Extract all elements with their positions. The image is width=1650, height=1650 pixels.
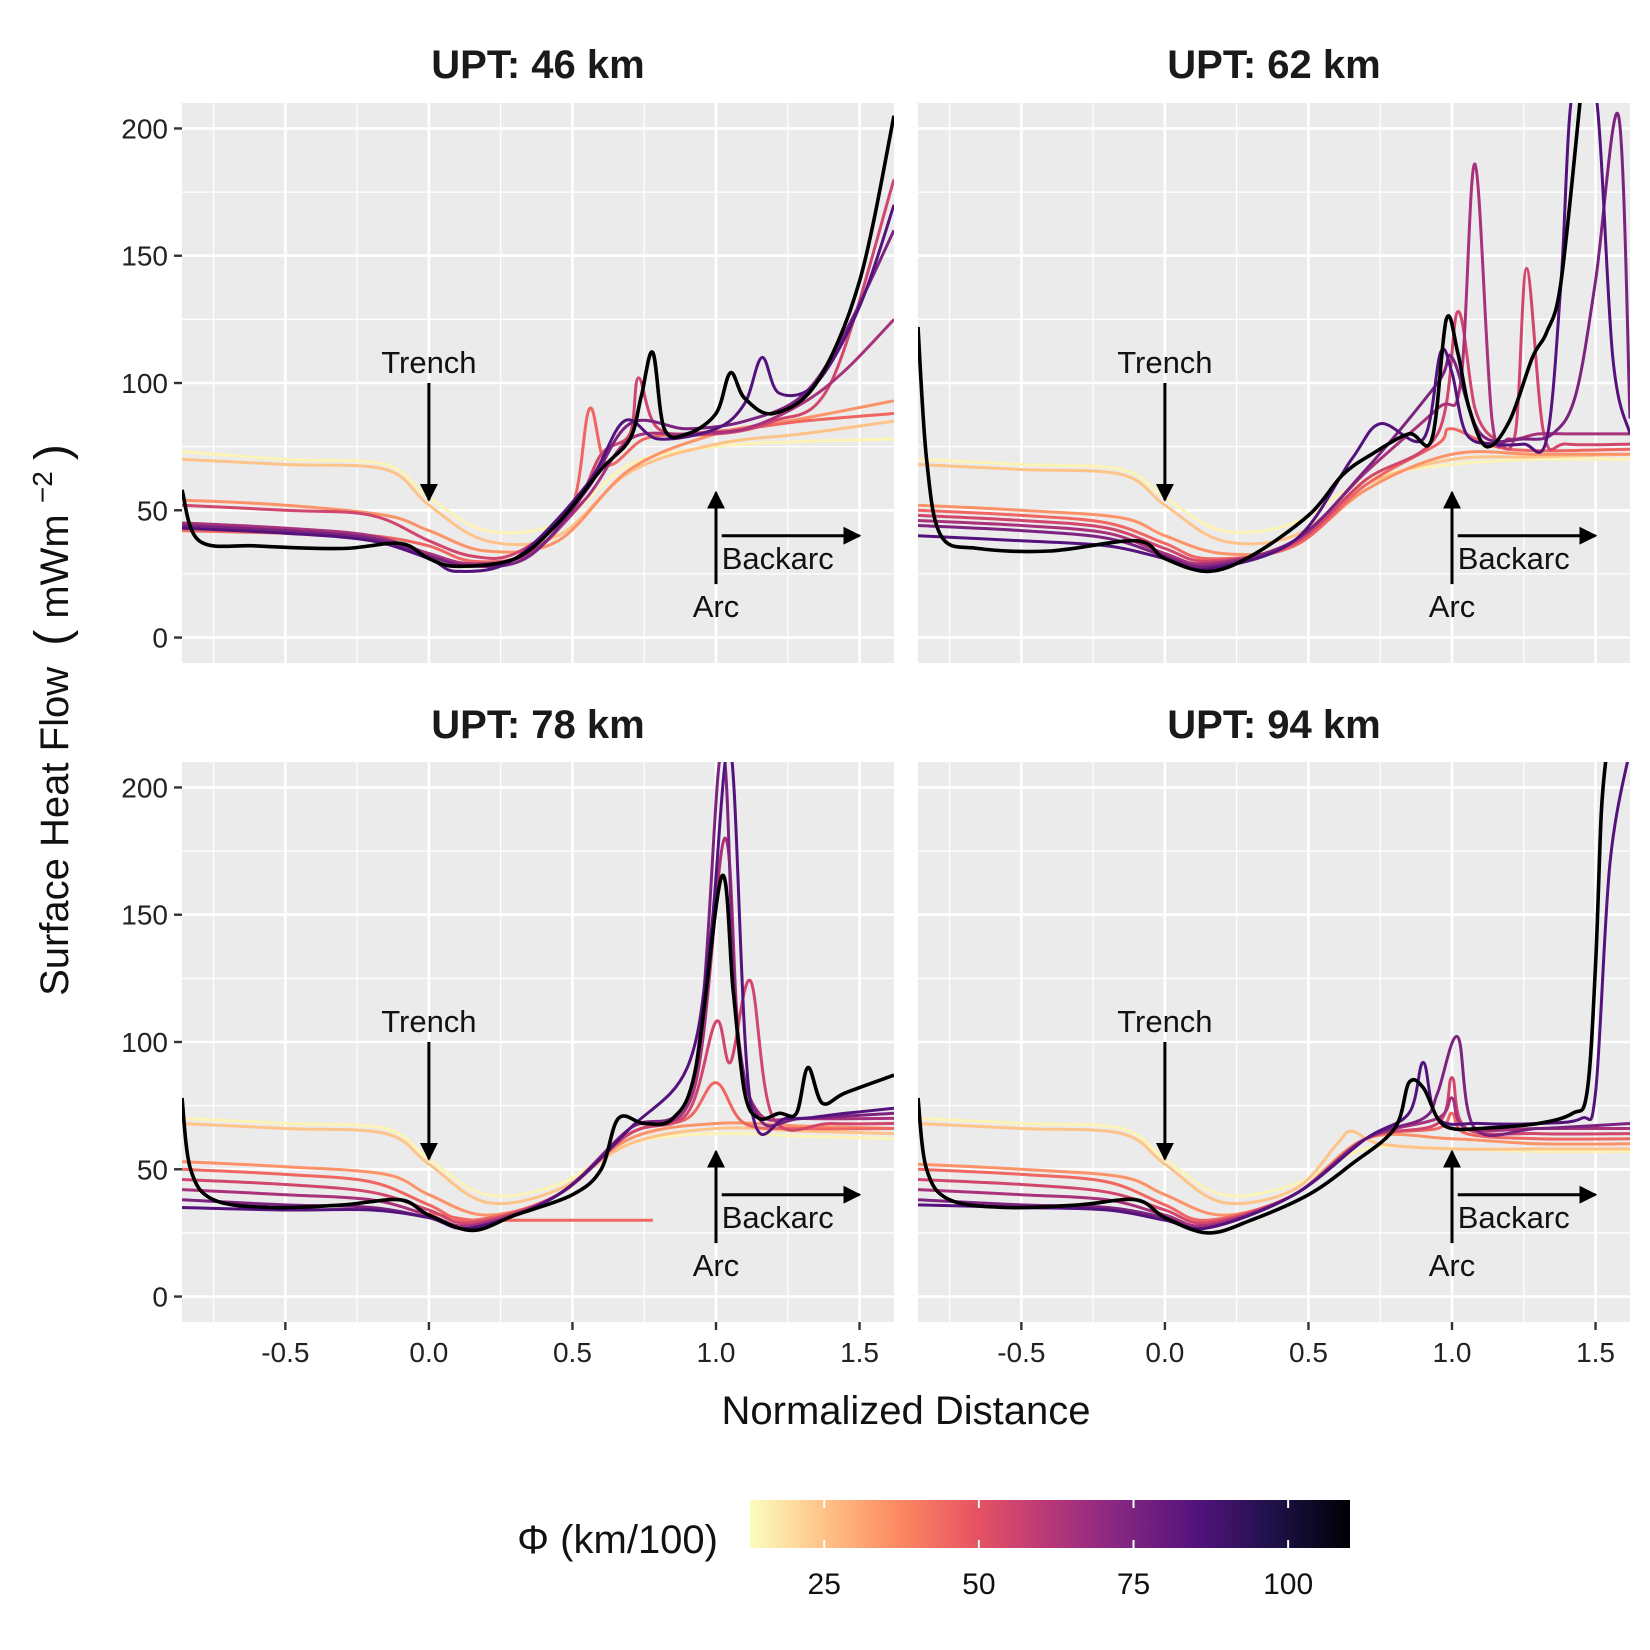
annotations: Trench Arc Backarc: [381, 345, 862, 624]
annotations: Trench Arc Backarc: [381, 1004, 862, 1283]
x-axis-title: Normalized Distance: [721, 1389, 1090, 1433]
y-tick-label: 0: [152, 623, 168, 654]
y-tick-label: 100: [121, 368, 168, 399]
x-tick-label: -0.5: [261, 1337, 309, 1368]
trench-label: Trench: [381, 1004, 476, 1039]
trench-label: Trench: [1117, 345, 1212, 380]
panel-upt-94: UPT: 94 km Trench Arc Backarc -0.5 0.0 0.5…: [918, 703, 1630, 1368]
series-line-phi-110: [918, 762, 1608, 1235]
y-tick-label: 100: [121, 1027, 168, 1058]
series-line-phi-45: [918, 427, 1630, 561]
y-axis-ticks: 0 50 100 150 200: [121, 772, 182, 1313]
x-tick-label: 1.0: [1433, 1337, 1472, 1368]
series-line-phi-55: [182, 979, 894, 1225]
series-lines: [182, 115, 894, 573]
annotations: Trench Arc Backarc: [1117, 1004, 1598, 1283]
series-line-phi-110: [182, 115, 894, 569]
y-tick-label: 50: [137, 495, 168, 526]
series-lines: [918, 762, 1630, 1235]
x-tick-label: 0.0: [409, 1337, 448, 1368]
y-axis-title-unit-exponent: −2: [27, 471, 58, 503]
x-axis-ticks: -0.5 0.0 0.5 1.0 1.5: [997, 1322, 1615, 1368]
x-tick-label: 0.5: [1289, 1337, 1328, 1368]
series-line-phi-65: [182, 318, 894, 566]
y-tick-label: 200: [121, 113, 168, 144]
series-line-phi-15: [182, 437, 894, 535]
arc-label: Arc: [693, 589, 740, 624]
colorbar-tick-label: 100: [1263, 1568, 1313, 1601]
colorbar-tick-label: 50: [962, 1568, 995, 1601]
y-axis-title-text: Surface Heat Flow: [33, 667, 77, 996]
series-line-phi-25: [182, 419, 894, 547]
y-axis-title: Surface Heat Flow ( mWm −2 ): [17, 444, 79, 996]
colorbar-ticks: 25 50 75 100: [808, 1500, 1313, 1601]
x-tick-label: 1.0: [697, 1337, 736, 1368]
colorbar-tick-label: 75: [1117, 1568, 1150, 1601]
y-axis-title-close-paren: ): [26, 444, 79, 460]
arc-label: Arc: [1429, 589, 1476, 624]
colorbar-legend: Φ (km/100) 25 50 75 100: [517, 1500, 1350, 1601]
colorbar: [750, 1500, 1350, 1548]
annotations: Trench Arc Backarc: [1117, 345, 1598, 624]
series-line-phi-45: [428, 1211, 653, 1223]
y-tick-label: 150: [121, 241, 168, 272]
y-tick-label: 150: [121, 900, 168, 931]
panel-title: UPT: 94 km: [1167, 703, 1380, 747]
grid-lines: [182, 762, 894, 1322]
colorbar-tick-label: 25: [808, 1568, 841, 1601]
grid-lines: [918, 762, 1630, 1322]
panel-title: UPT: 78 km: [431, 703, 644, 747]
y-tick-label: 0: [152, 1282, 168, 1313]
legend-title: Φ (km/100): [517, 1518, 718, 1562]
x-axis-ticks: -0.5 0.0 0.5 1.0 1.5: [261, 1322, 879, 1368]
trench-label: Trench: [1117, 1004, 1212, 1039]
series-line-phi-15: [918, 457, 1630, 534]
panel-upt-46: UPT: 46 km Trench Arc Backarc 0 50 100 150 2…: [121, 43, 894, 663]
arc-label: Arc: [693, 1248, 740, 1283]
svg-text:Surface Heat Flow (: Surface Heat Flow ( mWm −2 ): [17, 444, 79, 996]
series-lines: [918, 103, 1630, 574]
y-tick-label: 200: [121, 772, 168, 803]
series-line-phi-55: [182, 178, 894, 560]
grid-lines: [918, 103, 1630, 663]
y-axis-title-open-paren: (: [26, 630, 79, 646]
trench-label: Trench: [381, 345, 476, 380]
series-line-phi-25: [918, 452, 1630, 546]
panel-upt-62: UPT: 62 km Trench Arc Backarc: [918, 43, 1630, 663]
series-line-phi-110: [182, 873, 894, 1233]
series-line-phi-25: [918, 1122, 1630, 1206]
series-line-phi-85: [918, 762, 1629, 1231]
x-tick-label: -0.5: [997, 1337, 1045, 1368]
x-tick-label: 0.0: [1145, 1337, 1184, 1368]
arc-label: Arc: [1429, 1248, 1476, 1283]
series-lines: [182, 762, 894, 1233]
backarc-label: Backarc: [1458, 1200, 1570, 1235]
y-axis-title-unit: mWm: [33, 514, 77, 618]
series-line-phi-110: [918, 103, 1582, 574]
y-tick-label: 50: [137, 1154, 168, 1185]
x-tick-label: 1.5: [1576, 1337, 1615, 1368]
panel-upt-78: UPT: 78 km Trench Arc Backarc 0 50 100 150 2…: [121, 703, 894, 1368]
x-tick-label: 1.5: [840, 1337, 879, 1368]
backarc-label: Backarc: [722, 1200, 834, 1235]
panel-title: UPT: 46 km: [431, 43, 644, 87]
x-tick-label: 0.5: [553, 1337, 592, 1368]
series-line-phi-85: [182, 762, 894, 1231]
backarc-label: Backarc: [1458, 541, 1570, 576]
backarc-label: Backarc: [722, 541, 834, 576]
y-axis-ticks: 0 50 100 150 200: [121, 113, 182, 654]
panel-title: UPT: 62 km: [1167, 43, 1380, 87]
